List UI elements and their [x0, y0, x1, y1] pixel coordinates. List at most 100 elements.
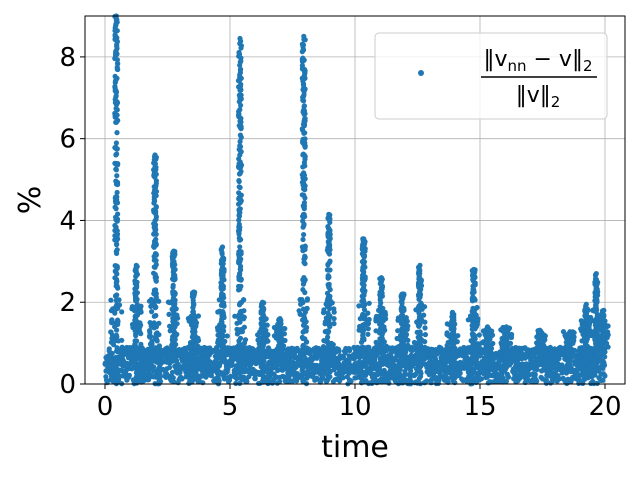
data-point: [422, 325, 428, 331]
data-point: [133, 262, 139, 268]
data-point: [163, 349, 169, 355]
data-point: [480, 339, 486, 345]
data-point: [134, 373, 140, 379]
data-point: [301, 82, 307, 88]
data-point: [272, 363, 279, 369]
data-point: [301, 232, 307, 238]
data-point: [534, 367, 540, 373]
data-point: [594, 348, 601, 354]
data-point: [370, 374, 376, 380]
data-point: [353, 345, 359, 351]
data-point: [134, 365, 140, 371]
data-point: [192, 349, 198, 355]
data-point: [200, 380, 206, 386]
data-point: [145, 366, 151, 372]
data-point: [258, 338, 264, 344]
data-point: [377, 346, 383, 352]
data-point: [399, 356, 405, 362]
data-point: [300, 329, 306, 335]
data-point: [301, 355, 307, 361]
data-point: [568, 377, 574, 383]
data-point: [379, 282, 385, 289]
data-point: [301, 186, 307, 192]
data-point: [527, 355, 534, 361]
data-point: [119, 309, 125, 315]
data-point: [299, 66, 305, 72]
data-point: [153, 312, 159, 319]
data-point: [469, 375, 475, 381]
data-point: [580, 324, 586, 330]
data-point: [114, 42, 120, 48]
data-point: [237, 199, 243, 206]
data-point: [593, 271, 599, 277]
data-point: [331, 321, 337, 327]
data-point: [325, 283, 332, 289]
data-point: [301, 122, 308, 128]
data-point: [299, 75, 305, 81]
data-point: [113, 49, 119, 55]
data-point: [152, 209, 158, 215]
data-point: [140, 363, 146, 369]
data-point: [487, 379, 493, 385]
data-point: [302, 115, 308, 122]
data-point: [481, 371, 487, 377]
data-point: [113, 88, 119, 95]
data-point: [471, 266, 477, 273]
data-point: [470, 347, 476, 353]
data-point: [114, 228, 120, 234]
data-point: [361, 259, 368, 265]
data-point: [240, 297, 247, 303]
data-point: [484, 352, 490, 358]
data-point: [237, 170, 243, 176]
data-point: [361, 322, 367, 328]
data-point: [170, 282, 176, 288]
data-point: [378, 339, 384, 345]
data-point: [236, 178, 242, 184]
data-point: [164, 359, 170, 365]
data-point: [239, 357, 245, 363]
data-point: [418, 316, 424, 322]
data-point: [107, 361, 113, 367]
data-point: [513, 379, 519, 385]
data-point: [508, 334, 515, 341]
data-point: [365, 326, 371, 332]
data-point: [152, 355, 158, 361]
data-point: [237, 59, 243, 65]
data-point: [326, 361, 332, 367]
data-point: [219, 291, 225, 297]
data-point: [277, 316, 283, 322]
data-point: [111, 378, 117, 384]
data-point: [408, 353, 414, 359]
data-point: [114, 112, 120, 118]
data-point: [598, 371, 604, 377]
data-point: [186, 380, 192, 386]
data-point: [236, 190, 242, 196]
data-point: [132, 281, 138, 287]
data-point: [237, 380, 243, 386]
data-point: [522, 346, 528, 352]
data-point: [532, 376, 538, 382]
data-point: [237, 74, 243, 80]
data-point: [263, 364, 269, 370]
data-point: [238, 237, 244, 243]
data-point: [148, 347, 154, 353]
data-point: [109, 351, 115, 357]
data-point: [187, 342, 193, 348]
data-point: [277, 378, 283, 385]
data-point: [399, 299, 405, 305]
data-point: [568, 331, 574, 337]
data-point: [498, 340, 504, 346]
data-point: [113, 161, 119, 167]
data-point: [332, 377, 338, 383]
data-point: [361, 282, 367, 288]
data-point: [373, 313, 380, 319]
data-point: [302, 214, 308, 220]
data-point: [169, 369, 176, 375]
data-point: [265, 338, 271, 344]
data-point: [236, 51, 243, 57]
data-point: [434, 368, 440, 374]
data-point: [236, 366, 242, 372]
data-point: [304, 306, 310, 312]
data-point: [190, 332, 196, 338]
data-point: [418, 362, 424, 368]
